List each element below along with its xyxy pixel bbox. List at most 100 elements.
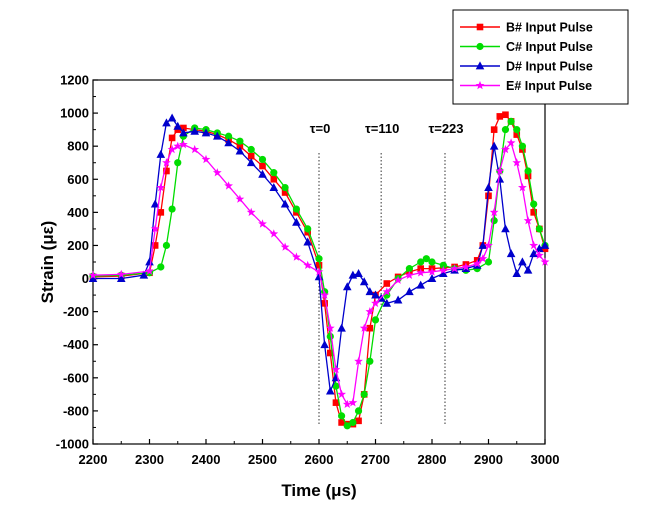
data-point <box>304 225 312 233</box>
data-point <box>88 273 98 282</box>
legend-item: C# Input Pulse <box>460 40 593 54</box>
data-point <box>371 290 380 299</box>
tau-label: τ=110 <box>365 121 399 136</box>
data-point <box>157 263 165 271</box>
data-point <box>530 200 538 208</box>
data-point <box>162 241 171 250</box>
legend-label: E# Input Pulse <box>506 79 592 93</box>
y-tick-label: 200 <box>67 238 89 253</box>
y-tick-label: -800 <box>63 403 89 418</box>
data-point <box>156 182 166 192</box>
data-point <box>523 265 533 274</box>
data-point <box>416 268 426 277</box>
data-point <box>489 207 499 217</box>
data-point <box>162 158 171 167</box>
data-point <box>366 357 374 365</box>
data-point <box>331 364 341 374</box>
data-point <box>501 144 510 154</box>
data-point <box>116 269 126 279</box>
data-point <box>145 266 154 275</box>
data-point <box>303 260 313 269</box>
legend-marker <box>476 23 484 31</box>
data-point <box>535 244 544 253</box>
data-point <box>484 258 493 266</box>
data-point <box>427 267 437 276</box>
data-point <box>315 255 323 263</box>
legend-item: B# Input Pulse <box>460 21 593 35</box>
data-point <box>382 287 392 296</box>
data-point <box>168 134 176 142</box>
y-tick-label: 800 <box>67 139 89 154</box>
annotations: τ=0 τ=110 τ=223 <box>310 121 464 424</box>
legend-label: C# Input Pulse <box>506 40 593 54</box>
data-point <box>258 155 267 164</box>
x-tick-label: 2700 <box>361 452 390 467</box>
data-point <box>518 142 527 150</box>
x-tick-label: 2400 <box>192 452 221 467</box>
data-point <box>315 262 323 269</box>
series-triangle <box>88 113 550 395</box>
x-tick-label: 2200 <box>79 452 108 467</box>
data-point <box>540 257 550 266</box>
data-point <box>246 158 256 167</box>
data-point <box>512 268 522 277</box>
data-point <box>270 169 278 177</box>
y-tick-label: 600 <box>67 172 89 187</box>
data-point <box>326 332 334 341</box>
data-point <box>332 382 340 390</box>
data-point <box>359 323 369 332</box>
data-point <box>145 257 154 266</box>
x-axis: 2200 2300 2400 2500 2600 2700 2800 2900 3000 <box>79 439 559 467</box>
legend-label: B# Input Pulse <box>506 21 593 35</box>
data-point <box>342 399 352 408</box>
data-point <box>213 131 222 140</box>
data-point <box>292 252 301 261</box>
data-point <box>321 300 328 307</box>
data-point <box>338 419 345 426</box>
data-point <box>173 141 183 150</box>
data-point <box>269 182 279 191</box>
data-point <box>180 124 187 132</box>
data-point <box>212 168 222 177</box>
data-point <box>427 273 437 282</box>
data-point <box>167 144 177 154</box>
data-point <box>247 145 255 154</box>
data-point <box>337 323 346 332</box>
data-point <box>484 240 493 250</box>
data-point <box>485 192 492 200</box>
y-tick-label: -1000 <box>56 437 89 452</box>
data-point <box>450 264 459 273</box>
data-point <box>167 113 177 122</box>
data-point <box>156 149 166 158</box>
data-point <box>524 172 532 180</box>
data-point <box>502 111 509 119</box>
data-point <box>535 250 544 260</box>
data-point <box>325 323 335 332</box>
data-point <box>88 270 98 279</box>
data-point <box>478 254 488 263</box>
data-point <box>461 262 471 271</box>
data-point <box>501 126 510 134</box>
data-point <box>225 132 233 140</box>
data-point <box>518 182 527 192</box>
data-point <box>366 324 374 332</box>
data-point <box>495 166 505 175</box>
legend-item: D# Input Pulse <box>460 60 593 74</box>
data-point <box>512 158 522 167</box>
data-point <box>292 205 300 213</box>
data-point <box>507 117 515 125</box>
x-tick-label: 2800 <box>418 452 447 467</box>
legend-label: D# Input Pulse <box>506 60 593 74</box>
legend-marker <box>476 42 484 51</box>
data-point <box>320 340 329 349</box>
data-point <box>235 194 245 203</box>
data-point <box>422 255 430 263</box>
data-point <box>343 422 351 430</box>
data-point <box>513 126 521 134</box>
data-point <box>355 417 362 425</box>
tau-label: τ=0 <box>310 121 331 136</box>
data-point <box>359 277 369 286</box>
y-axis-title: Strain (με) <box>38 221 57 304</box>
data-point <box>428 258 436 266</box>
data-point <box>327 349 334 357</box>
